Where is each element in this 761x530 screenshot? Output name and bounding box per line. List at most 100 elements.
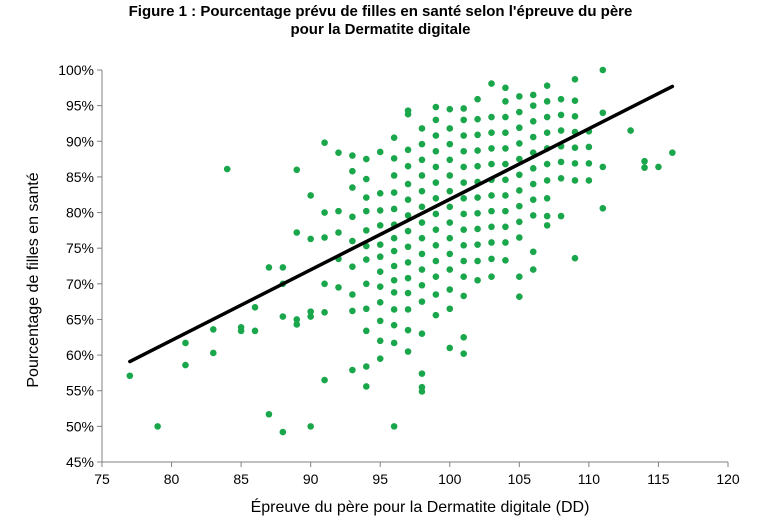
- data-point: [460, 333, 467, 341]
- y-tick-label: 95%: [66, 98, 94, 114]
- data-point: [460, 273, 467, 280]
- data-point: [585, 160, 593, 167]
- data-point: [502, 176, 509, 184]
- data-point: [363, 227, 370, 234]
- x-axis-label: Épreuve du père pour la Dermatite digita…: [251, 497, 590, 516]
- data-point: [446, 344, 454, 352]
- data-point: [460, 242, 467, 249]
- data-point: [321, 280, 328, 288]
- data-point: [460, 147, 467, 155]
- data-point: [488, 255, 495, 263]
- data-point: [460, 194, 467, 202]
- data-point: [418, 234, 426, 242]
- data-point: [335, 207, 342, 215]
- data-point: [363, 256, 370, 263]
- data-point: [502, 145, 509, 152]
- data-point: [293, 229, 301, 236]
- data-point: [529, 266, 537, 273]
- data-point: [488, 160, 495, 168]
- data-point: [376, 317, 384, 325]
- data-point: [363, 155, 370, 163]
- data-point: [446, 172, 454, 179]
- data-point: [321, 309, 328, 316]
- data-point: [126, 372, 134, 380]
- data-point: [418, 298, 426, 305]
- axes-group: [101, 70, 728, 463]
- data-point: [529, 212, 537, 219]
- data-point: [432, 132, 440, 139]
- data-point: [529, 196, 537, 204]
- data-point: [516, 140, 523, 147]
- data-point: [516, 293, 523, 300]
- data-point: [557, 158, 565, 166]
- data-point: [655, 163, 662, 171]
- data-point: [488, 273, 495, 280]
- data-point: [363, 363, 370, 370]
- data-point: [349, 213, 356, 221]
- data-point: [502, 256, 509, 264]
- data-point: [543, 212, 551, 220]
- data-point: [349, 366, 356, 374]
- data-point: [516, 171, 523, 179]
- data-point: [363, 242, 370, 250]
- data-point: [390, 234, 398, 242]
- data-point: [293, 166, 301, 174]
- data-point: [349, 263, 356, 271]
- data-point: [599, 109, 607, 117]
- data-point: [571, 254, 579, 262]
- data-point: [516, 124, 523, 132]
- x-tick-label: 110: [578, 471, 601, 487]
- data-point: [571, 113, 579, 120]
- data-point: [446, 305, 454, 313]
- data-point: [446, 234, 454, 242]
- y-tick-label: 65%: [66, 311, 94, 327]
- data-point: [502, 84, 509, 92]
- data-point: [446, 187, 454, 195]
- data-point: [502, 129, 509, 137]
- data-point: [265, 410, 273, 418]
- data-point: [390, 247, 398, 255]
- data-point: [376, 190, 384, 197]
- data-point: [516, 273, 523, 280]
- data-point: [446, 250, 454, 258]
- data-point: [404, 348, 412, 355]
- data-point: [349, 237, 356, 245]
- data-point: [349, 167, 356, 175]
- data-point: [557, 111, 565, 119]
- data-point: [571, 75, 579, 83]
- data-point: [446, 140, 454, 148]
- data-point: [516, 218, 523, 226]
- data-point: [363, 175, 370, 183]
- data-point: [349, 152, 356, 159]
- data-point: [349, 184, 356, 191]
- data-point: [474, 162, 481, 170]
- data-point: [265, 264, 273, 271]
- data-point: [376, 222, 384, 229]
- data-point: [432, 116, 440, 124]
- data-point: [543, 177, 551, 184]
- data-point: [376, 207, 384, 214]
- data-point: [557, 212, 565, 220]
- data-point: [418, 156, 426, 164]
- data-point: [446, 125, 454, 132]
- data-point: [418, 250, 426, 258]
- data-point: [404, 326, 412, 334]
- points-group: [126, 66, 676, 436]
- data-point: [293, 321, 301, 328]
- data-point: [404, 227, 412, 235]
- data-point: [529, 248, 537, 256]
- data-point: [279, 264, 287, 271]
- data-point: [557, 175, 565, 182]
- trendline: [128, 84, 675, 364]
- data-point: [460, 226, 467, 233]
- data-point: [516, 187, 523, 194]
- data-point: [474, 115, 481, 123]
- data-point: [669, 149, 676, 156]
- data-point: [307, 423, 314, 430]
- data-point: [307, 313, 314, 320]
- data-point: [460, 105, 467, 112]
- data-point: [432, 311, 440, 319]
- data-point: [376, 253, 384, 261]
- data-point: [237, 323, 245, 331]
